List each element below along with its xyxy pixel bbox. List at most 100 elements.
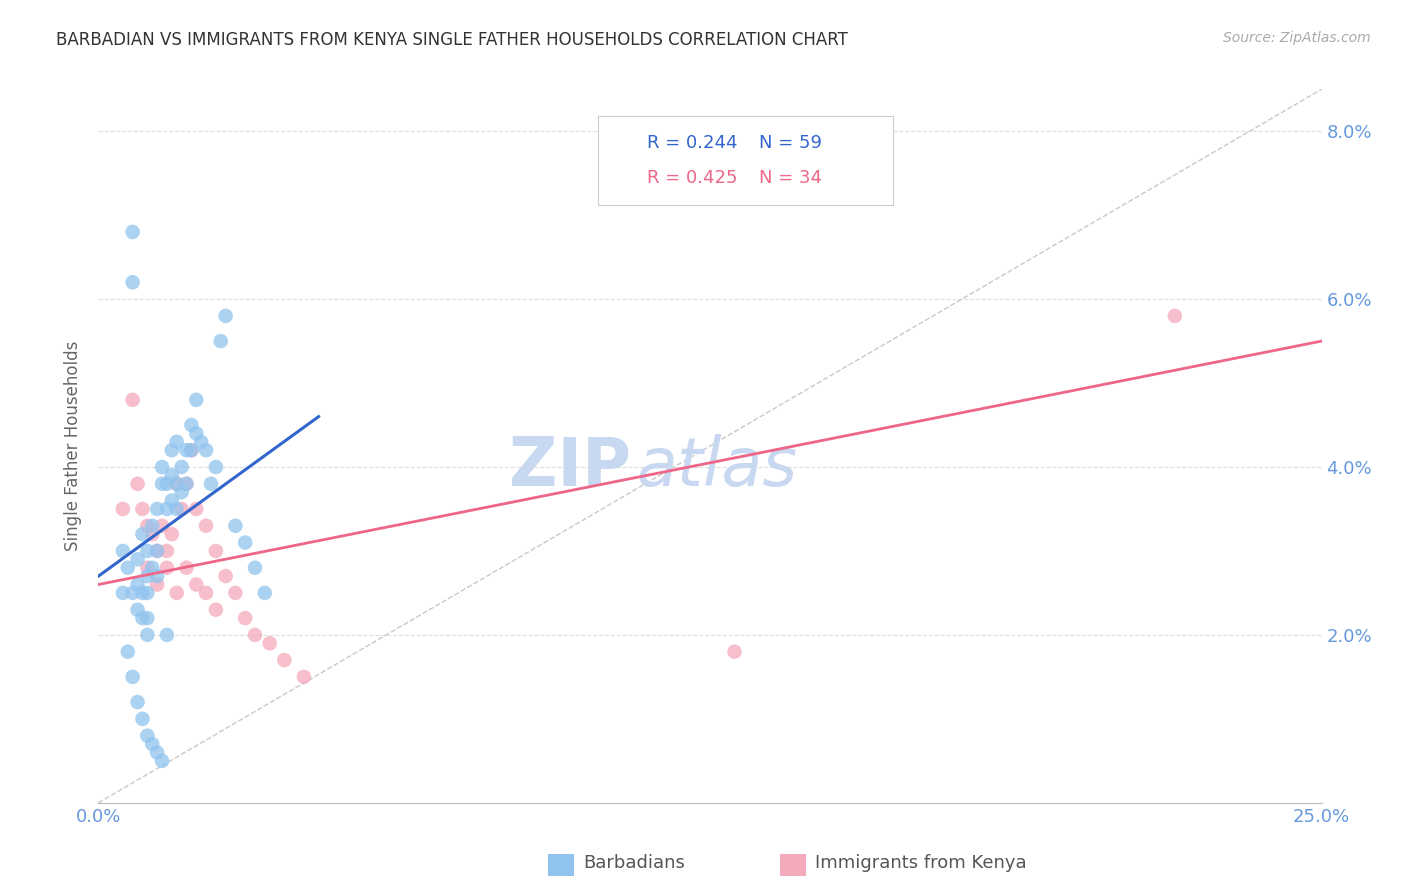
Point (233, 611, 256, 625)
Point (136, 611, 159, 625)
Point (127, 552, 149, 566)
Point (180, 443, 202, 458)
Point (186, 577, 208, 591)
Point (136, 544, 159, 558)
Point (1164, 309, 1187, 323)
Point (136, 560, 159, 574)
Point (160, 468, 183, 483)
Point (136, 518, 159, 533)
Point (243, 560, 266, 574)
Point (146, 544, 169, 558)
Y-axis label: Single Father Households: Single Father Households (65, 341, 83, 551)
Point (156, 628, 179, 642)
Point (214, 569, 236, 583)
Point (141, 560, 163, 574)
Point (150, 476, 173, 491)
Point (180, 443, 202, 458)
Point (136, 729, 159, 743)
Point (117, 645, 139, 659)
Point (141, 527, 163, 541)
Point (150, 754, 173, 768)
Point (150, 518, 173, 533)
Point (259, 636, 281, 650)
Point (150, 460, 173, 475)
Point (273, 653, 295, 667)
Point (176, 560, 198, 574)
Point (156, 560, 179, 574)
Text: Barbadians: Barbadians (583, 855, 685, 872)
Point (136, 586, 159, 600)
Point (111, 544, 134, 558)
Point (166, 434, 188, 449)
Point (723, 645, 745, 659)
Point (195, 443, 218, 458)
Point (170, 502, 193, 516)
Point (136, 628, 159, 642)
Point (121, 225, 143, 239)
Point (160, 527, 183, 541)
Point (160, 493, 183, 508)
Point (243, 628, 266, 642)
Text: Immigrants from Kenya: Immigrants from Kenya (815, 855, 1028, 872)
Point (205, 544, 228, 558)
Point (180, 417, 202, 432)
Point (186, 502, 208, 516)
Point (195, 518, 218, 533)
Point (186, 392, 208, 407)
Point (146, 746, 169, 760)
Point (170, 460, 193, 475)
Point (141, 518, 163, 533)
Point (131, 527, 153, 541)
Text: R = 0.425: R = 0.425 (647, 169, 737, 187)
Point (156, 544, 179, 558)
Point (224, 518, 246, 533)
Text: N = 59: N = 59 (759, 134, 823, 152)
Point (205, 603, 228, 617)
Point (121, 586, 143, 600)
Point (205, 460, 228, 475)
Point (117, 560, 139, 574)
Point (176, 476, 198, 491)
Point (127, 577, 149, 591)
Point (224, 586, 246, 600)
Point (214, 309, 236, 323)
Text: N = 34: N = 34 (759, 169, 823, 187)
Point (190, 434, 212, 449)
Text: R = 0.244: R = 0.244 (647, 134, 737, 152)
Text: Source: ZipAtlas.com: Source: ZipAtlas.com (1223, 31, 1371, 45)
Point (209, 334, 232, 348)
Point (146, 569, 169, 583)
Point (156, 502, 179, 516)
Point (166, 586, 188, 600)
Point (160, 443, 183, 458)
Point (166, 476, 188, 491)
Point (195, 586, 218, 600)
Point (136, 569, 159, 583)
Point (146, 577, 169, 591)
Point (121, 392, 143, 407)
Point (127, 476, 149, 491)
Point (200, 476, 222, 491)
Text: atlas: atlas (637, 434, 797, 500)
Point (111, 502, 134, 516)
Point (253, 586, 276, 600)
Point (131, 502, 153, 516)
Point (131, 611, 153, 625)
Point (127, 603, 149, 617)
Point (111, 586, 134, 600)
Point (121, 670, 143, 684)
Point (146, 502, 169, 516)
Point (186, 426, 208, 441)
Point (166, 476, 188, 491)
Text: ZIP: ZIP (509, 434, 630, 500)
Point (170, 485, 193, 500)
Point (121, 275, 143, 289)
Text: BARBADIAN VS IMMIGRANTS FROM KENYA SINGLE FATHER HOUSEHOLDS CORRELATION CHART: BARBADIAN VS IMMIGRANTS FROM KENYA SINGL… (56, 31, 848, 49)
Point (146, 544, 169, 558)
Point (176, 443, 198, 458)
Point (233, 535, 256, 549)
Point (141, 737, 163, 751)
Point (292, 670, 315, 684)
Point (127, 695, 149, 709)
Point (176, 476, 198, 491)
